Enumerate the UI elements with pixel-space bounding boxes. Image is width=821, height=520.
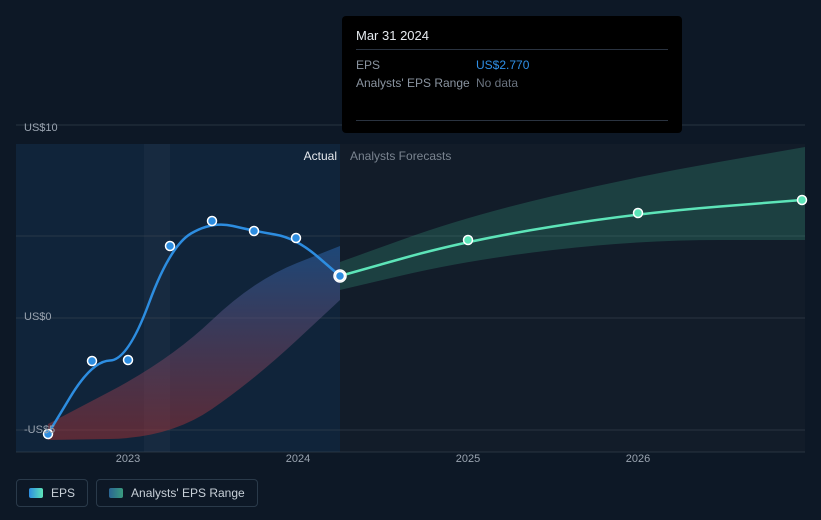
y-tick-label: -US$5	[24, 424, 55, 436]
chart-legend: EPS Analysts' EPS Range	[16, 479, 258, 507]
tooltip-value: US$2.770	[476, 58, 529, 72]
y-tick-label: US$10	[24, 122, 58, 134]
legend-item-range[interactable]: Analysts' EPS Range	[96, 479, 258, 507]
tooltip-row-eps: EPS US$2.770	[356, 56, 668, 74]
x-tick-label: 2024	[286, 453, 310, 465]
tooltip-date: Mar 31 2024	[356, 28, 668, 50]
tooltip-row-range: Analysts' EPS Range No data	[356, 74, 668, 92]
x-tick-label: 2026	[626, 453, 650, 465]
tooltip-divider	[356, 120, 668, 121]
x-tick-label: 2023	[116, 453, 140, 465]
chart-tooltip: Mar 31 2024 EPS US$2.770 Analysts' EPS R…	[342, 16, 682, 133]
tooltip-label: Analysts' EPS Range	[356, 76, 476, 90]
legend-swatch	[29, 488, 43, 498]
tooltip-label: EPS	[356, 58, 476, 72]
y-tick-label: US$0	[24, 311, 52, 323]
legend-swatch	[109, 488, 123, 498]
eps-chart: US$10 US$0 -US$5 Actual Analysts Forecas…	[0, 0, 821, 520]
legend-item-eps[interactable]: EPS	[16, 479, 88, 507]
legend-label: EPS	[51, 486, 75, 500]
x-tick-label: 2025	[456, 453, 480, 465]
forecasts-region-label: Analysts Forecasts	[350, 149, 451, 163]
actual-region-label: Actual	[304, 149, 337, 163]
legend-label: Analysts' EPS Range	[131, 486, 245, 500]
tooltip-value: No data	[476, 76, 518, 90]
